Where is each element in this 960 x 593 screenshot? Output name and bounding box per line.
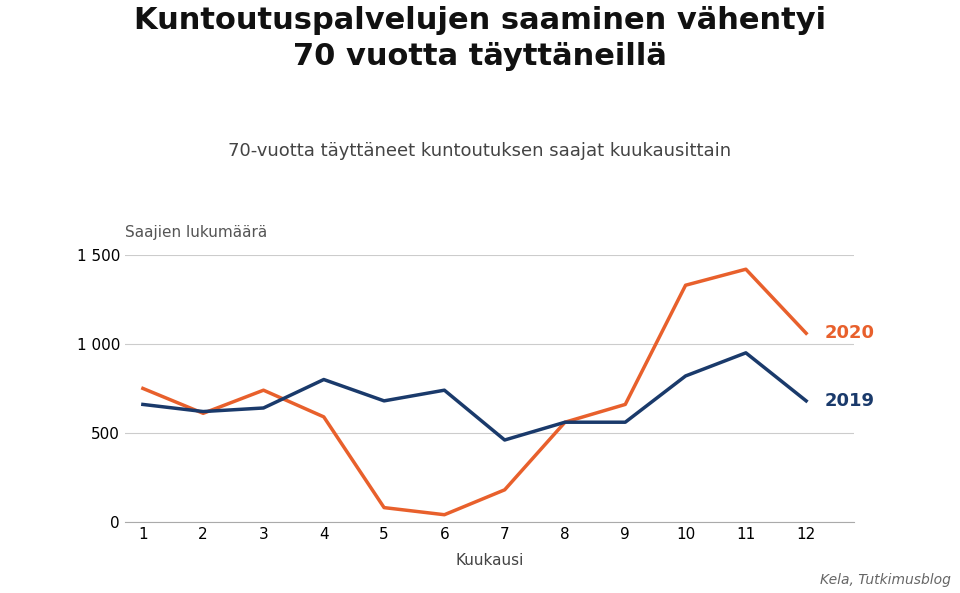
X-axis label: Kuukausi: Kuukausi [455,553,524,568]
Text: Saajien lukumäärä: Saajien lukumäärä [125,225,267,240]
Text: Kela, Tutkimusblog: Kela, Tutkimusblog [820,573,950,587]
Text: 2019: 2019 [825,392,875,410]
Text: 70-vuotta täyttäneet kuntoutuksen saajat kuukausittain: 70-vuotta täyttäneet kuntoutuksen saajat… [228,142,732,160]
Text: Kuntoutuspalvelujen saaminen vähentyi
70 vuotta täyttäneillä: Kuntoutuspalvelujen saaminen vähentyi 70… [134,6,826,71]
Text: 2020: 2020 [825,324,875,342]
